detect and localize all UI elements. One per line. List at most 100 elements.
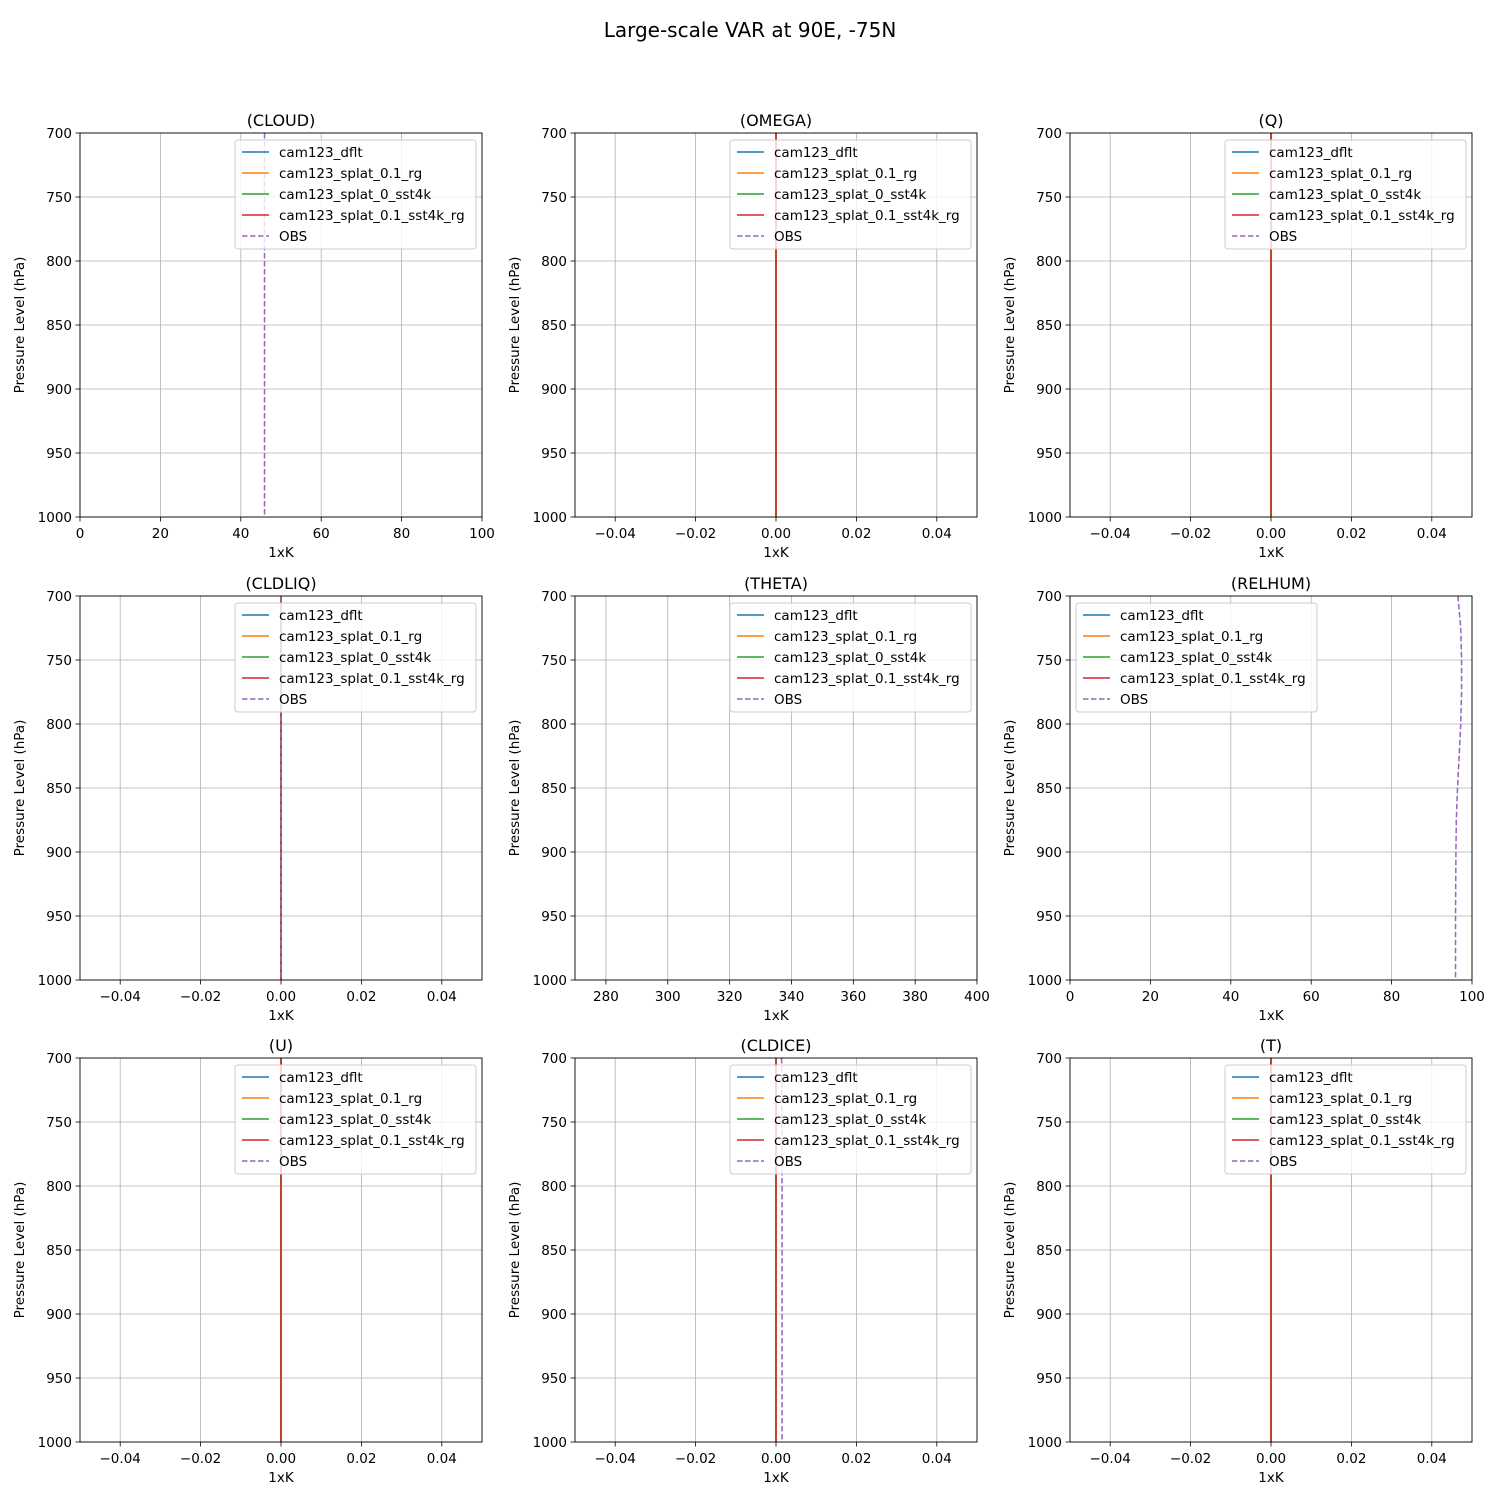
x-tick-label: 0.04 <box>427 1451 457 1467</box>
legend-box <box>1224 1064 1467 1175</box>
x-tick-label: 0.02 <box>841 1451 871 1467</box>
subplot-title: (T) <box>1260 1036 1282 1055</box>
legend-entry-cam123_splat_0_sst4k: cam123_splat_0_sst4k <box>1269 1112 1421 1128</box>
x-axis-label: 1xK <box>268 1470 295 1486</box>
subplot-omega: −0.04 −0.02 0.00 0.02 0.04 700 750 800 850 900 950… <box>507 111 978 561</box>
legend-entry-cam123_dflt: cam123_dflt <box>279 1070 363 1086</box>
subplot-title: (Q) <box>1258 111 1283 130</box>
y-tick-label: 750 <box>46 653 72 669</box>
y-tick-label: 800 <box>541 254 567 270</box>
y-tick-label: 1000 <box>1028 973 1062 989</box>
y-tick-label: 800 <box>541 1179 567 1195</box>
subplot-u: −0.04 −0.02 0.00 0.02 0.04 700 750 800 850 900 950… <box>12 1036 483 1486</box>
subplot-title: (CLOUD) <box>247 111 316 130</box>
y-tick-label: 1000 <box>38 1435 72 1451</box>
subplot-theta: 280 300 320 340 360 380 400 700 750 800 850 900 950 1… <box>507 574 990 1024</box>
y-axis-label: Pressure Level (hPa) <box>12 1182 28 1319</box>
x-tick-label: 60 <box>1303 989 1320 1005</box>
legend-entry-cam123_splat_0.1_rg: cam123_splat_0.1_rg <box>279 1091 422 1107</box>
legend-entry-cam123_splat_0_sst4k: cam123_splat_0_sst4k <box>774 1112 926 1128</box>
legend-box <box>234 139 477 250</box>
x-axis-label: 1xK <box>763 545 790 561</box>
legend-entry-OBS: OBS <box>1269 229 1297 245</box>
legend-entry-OBS: OBS <box>1120 692 1148 708</box>
y-tick-label: 700 <box>46 1051 72 1067</box>
y-tick-label: 950 <box>1036 446 1062 462</box>
legend-box <box>729 139 972 250</box>
subplot-title: (CLDLIQ) <box>245 574 316 593</box>
y-tick-label: 750 <box>1036 190 1062 206</box>
x-axis-label: 1xK <box>1258 1008 1285 1024</box>
y-tick-label: 1000 <box>533 510 567 526</box>
x-tick-label: 280 <box>593 989 619 1005</box>
y-tick-label: 800 <box>46 254 72 270</box>
x-tick-label: 0.00 <box>266 1451 296 1467</box>
x-tick-label: −0.04 <box>100 1451 141 1467</box>
legend-entry-cam123_splat_0.1_sst4k_rg: cam123_splat_0.1_sst4k_rg <box>1269 1133 1455 1149</box>
y-tick-label: 800 <box>1036 254 1062 270</box>
x-tick-label: 0 <box>1066 989 1075 1005</box>
legend-box <box>234 1064 477 1175</box>
x-tick-label: 0.02 <box>1336 1451 1366 1467</box>
y-tick-label: 750 <box>1036 653 1062 669</box>
legend-entry-cam123_splat_0_sst4k: cam123_splat_0_sst4k <box>774 650 926 666</box>
y-tick-label: 850 <box>46 1243 72 1259</box>
y-tick-label: 900 <box>1036 1307 1062 1323</box>
y-tick-label: 950 <box>46 1371 72 1387</box>
y-tick-label: 700 <box>541 1051 567 1067</box>
legend-entry-OBS: OBS <box>774 692 802 708</box>
x-tick-label: 20 <box>1142 989 1159 1005</box>
subplot-title: (CLDICE) <box>741 1036 812 1055</box>
y-tick-label: 850 <box>1036 318 1062 334</box>
legend-entry-cam123_splat_0.1_sst4k_rg: cam123_splat_0.1_sst4k_rg <box>774 1133 960 1149</box>
y-tick-label: 800 <box>1036 717 1062 733</box>
legend-entry-cam123_splat_0.1_sst4k_rg: cam123_splat_0.1_sst4k_rg <box>279 671 465 687</box>
legend-entry-cam123_splat_0.1_sst4k_rg: cam123_splat_0.1_sst4k_rg <box>774 208 960 224</box>
legend-entry-cam123_splat_0.1_rg: cam123_splat_0.1_rg <box>1269 166 1412 182</box>
x-tick-label: 60 <box>313 526 330 542</box>
subplot-t: −0.04 −0.02 0.00 0.02 0.04 700 750 800 850 900 950… <box>1002 1036 1473 1486</box>
y-tick-label: 700 <box>46 126 72 142</box>
legend: cam123_dflt cam123_splat_0.1_rg cam123_spl… <box>234 602 477 713</box>
y-tick-label: 950 <box>541 446 567 462</box>
y-tick-label: 1000 <box>533 1435 567 1451</box>
y-tick-label: 1000 <box>38 510 72 526</box>
legend-entry-cam123_splat_0_sst4k: cam123_splat_0_sst4k <box>279 1112 431 1128</box>
x-tick-label: 80 <box>1383 989 1400 1005</box>
x-tick-label: 100 <box>469 526 495 542</box>
y-tick-label: 700 <box>541 126 567 142</box>
legend-entry-cam123_dflt: cam123_dflt <box>1269 145 1353 161</box>
legend-entry-cam123_splat_0_sst4k: cam123_splat_0_sst4k <box>279 650 431 666</box>
legend-entry-OBS: OBS <box>1269 1154 1297 1170</box>
y-tick-label: 900 <box>541 382 567 398</box>
legend-entry-cam123_splat_0.1_sst4k_rg: cam123_splat_0.1_sst4k_rg <box>1120 671 1306 687</box>
y-axis-label: Pressure Level (hPa) <box>12 257 28 394</box>
x-tick-label: −0.02 <box>180 1451 221 1467</box>
y-axis-label: Pressure Level (hPa) <box>507 1182 523 1319</box>
x-tick-label: 0.02 <box>346 989 376 1005</box>
y-tick-label: 850 <box>46 318 72 334</box>
y-tick-label: 900 <box>1036 845 1062 861</box>
y-tick-label: 750 <box>541 653 567 669</box>
y-tick-label: 950 <box>541 1371 567 1387</box>
x-tick-label: 300 <box>655 989 681 1005</box>
x-tick-label: 380 <box>902 989 928 1005</box>
x-axis-label: 1xK <box>1258 1470 1285 1486</box>
legend-entry-cam123_splat_0.1_rg: cam123_splat_0.1_rg <box>1120 629 1263 645</box>
legend-entry-cam123_dflt: cam123_dflt <box>774 608 858 624</box>
y-tick-label: 900 <box>541 845 567 861</box>
x-tick-label: −0.04 <box>1090 526 1131 542</box>
y-axis-label: Pressure Level (hPa) <box>507 257 523 394</box>
legend-entry-cam123_dflt: cam123_dflt <box>1120 608 1204 624</box>
x-tick-label: 40 <box>1222 989 1239 1005</box>
y-tick-label: 950 <box>541 909 567 925</box>
x-tick-label: 0.02 <box>1336 526 1366 542</box>
legend: cam123_dflt cam123_splat_0.1_rg cam123_spl… <box>1224 139 1467 250</box>
y-tick-label: 800 <box>541 717 567 733</box>
x-tick-label: 0.02 <box>346 1451 376 1467</box>
legend-entry-cam123_splat_0.1_sst4k_rg: cam123_splat_0.1_sst4k_rg <box>1269 208 1455 224</box>
y-tick-label: 750 <box>1036 1115 1062 1131</box>
legend-entry-cam123_dflt: cam123_dflt <box>279 145 363 161</box>
legend-entry-cam123_dflt: cam123_dflt <box>1269 1070 1353 1086</box>
series-line-OBS <box>1454 595 1463 980</box>
